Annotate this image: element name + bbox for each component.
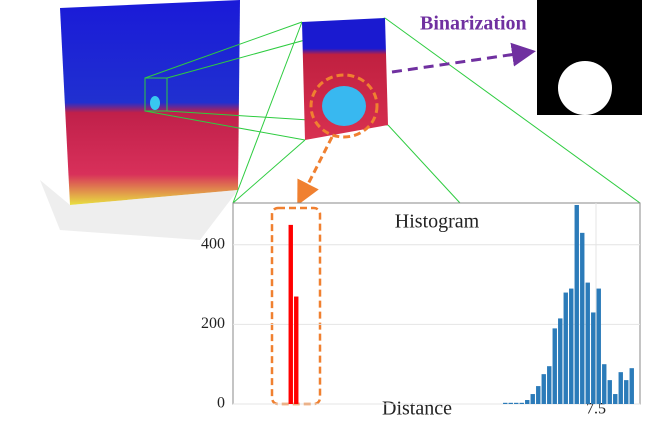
bar	[552, 328, 557, 404]
x-axis-label: Distance	[382, 398, 452, 420]
bar	[508, 402, 513, 404]
bar	[613, 394, 618, 404]
x-tick-label: 7.5	[586, 401, 606, 418]
bar	[585, 282, 590, 404]
bar	[569, 288, 574, 404]
bar	[536, 386, 541, 404]
bar	[607, 380, 612, 404]
bar	[503, 402, 508, 404]
bar	[596, 288, 601, 404]
bar	[547, 366, 552, 404]
bar	[525, 400, 530, 404]
bar	[558, 318, 563, 404]
bar	[602, 364, 607, 404]
bar	[541, 374, 546, 404]
bar	[530, 394, 535, 404]
point-cloud-image	[40, 0, 240, 240]
bar	[580, 232, 585, 404]
bar	[629, 368, 634, 404]
bar	[618, 372, 623, 404]
bar	[574, 204, 579, 404]
bar	[591, 312, 596, 404]
bar	[514, 402, 519, 404]
bar	[563, 292, 568, 404]
bar	[288, 224, 293, 404]
bar	[294, 296, 299, 404]
y-tick-label: 200	[201, 315, 225, 332]
arrow	[391, 42, 536, 74]
bar	[624, 380, 629, 404]
zoomed-image	[297, 18, 388, 206]
binary-image	[537, 0, 642, 115]
y-tick-label: 0	[217, 395, 225, 412]
y-tick-label: 400	[201, 235, 225, 252]
annotation: Binarization	[420, 13, 527, 35]
bar	[519, 402, 524, 404]
chart-title: Histogram	[395, 211, 480, 233]
